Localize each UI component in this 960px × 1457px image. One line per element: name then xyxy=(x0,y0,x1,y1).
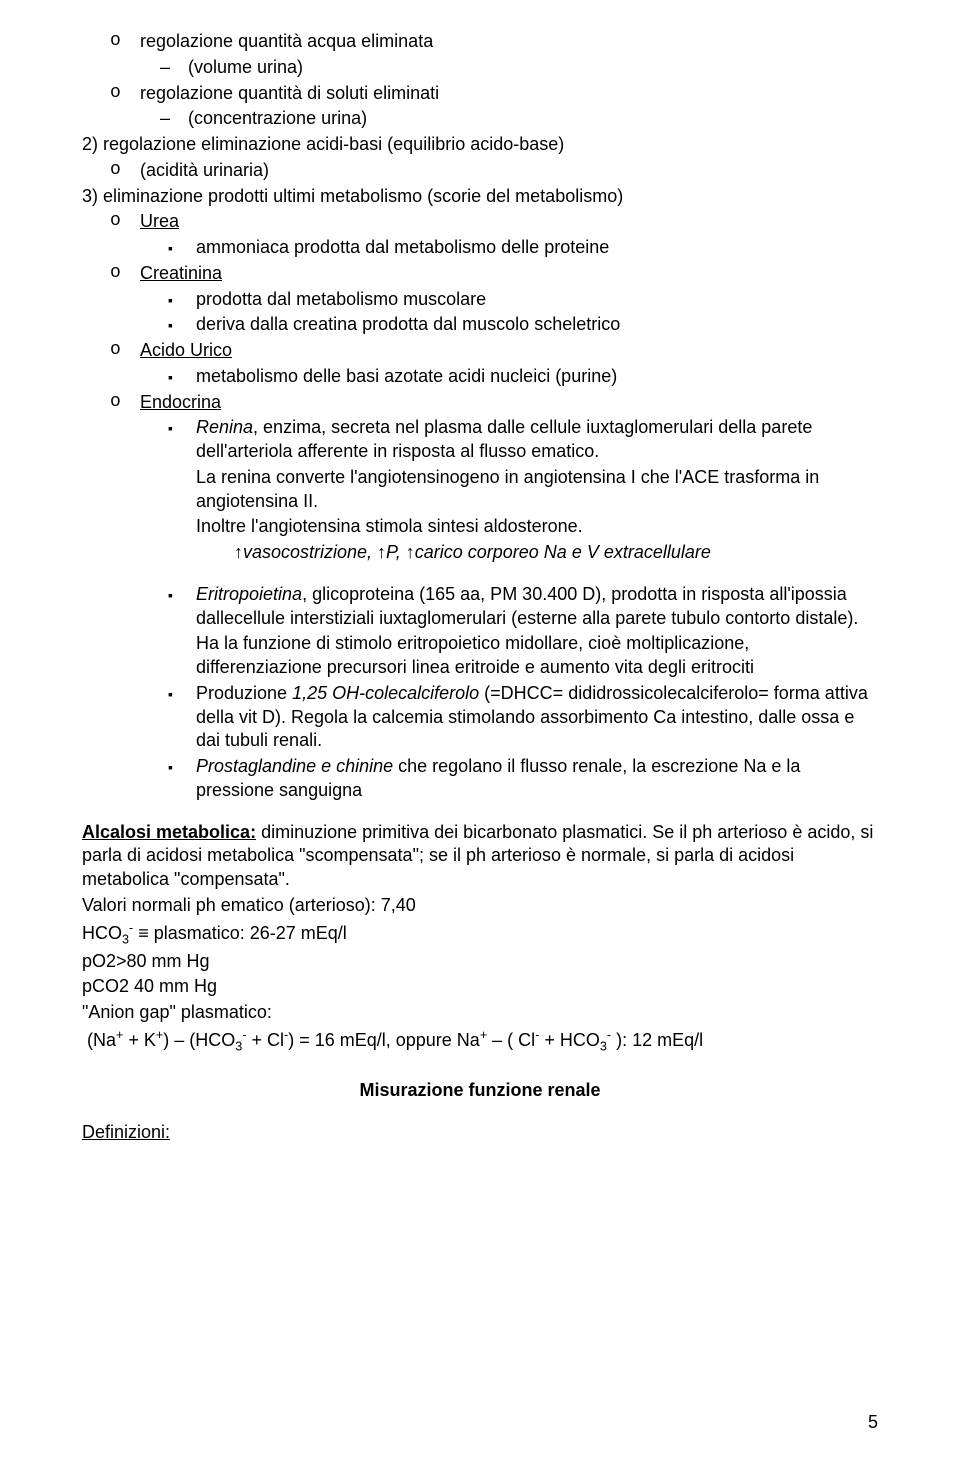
list-item-urea: Urea ammoniaca prodotta dal metabolismo … xyxy=(140,210,878,260)
acido-label: Acido Urico xyxy=(140,340,232,360)
square-list: metabolismo delle basi azotate acidi nuc… xyxy=(140,365,878,389)
o-list: Urea ammoniaca prodotta dal metabolismo … xyxy=(82,210,878,565)
alcalosi-title: Alcalosi metabolica: xyxy=(82,822,256,842)
list-item-endocrina: Endocrina Renina, enzima, secreta nel pl… xyxy=(140,391,878,565)
list-item-acido: Acido Urico metabolismo delle basi azota… xyxy=(140,339,878,389)
square-list: Renina, enzima, secreta nel plasma dalle… xyxy=(140,416,878,565)
text-italic: 1,25 OH-colecalciferolo xyxy=(292,683,479,703)
text: regolazione quantità acqua eliminata xyxy=(140,31,433,51)
list-item-creatinina: Creatinina prodotta dal metabolismo musc… xyxy=(140,262,878,337)
definizioni-label: Definizioni: xyxy=(82,1121,878,1145)
text: Valori normali ph ematico (arterioso): 7… xyxy=(82,894,878,918)
square-list: ammoniaca prodotta dal metabolismo delle… xyxy=(140,236,878,260)
list-item: regolazione quantità di soluti eliminati… xyxy=(140,82,878,132)
hco3-line: HCO3- ≡ plasmatico: 26-27 mEq/l xyxy=(82,920,878,948)
numbered-item-2: 2) regolazione eliminazione acidi-basi (… xyxy=(82,133,878,157)
list-item-eritro: Eritropoietina, glicoproteina (165 aa, P… xyxy=(196,583,878,680)
text-italic: Prostaglandine e chinine xyxy=(196,756,393,776)
text: Produzione xyxy=(196,683,292,703)
list-item: prodotta dal metabolismo muscolare xyxy=(196,288,878,312)
list-item: (concentrazione urina) xyxy=(188,107,878,131)
o-list: (acidità urinaria) xyxy=(82,159,878,183)
list-item: (acidità urinaria) xyxy=(140,159,878,183)
creatinina-label: Creatinina xyxy=(140,263,222,283)
list-item-renina: Renina, enzima, secreta nel plasma dalle… xyxy=(196,416,878,565)
arrow-summary: ↑vasocostrizione, ↑P, ↑carico corporeo N… xyxy=(196,541,878,565)
endocrina-label: Endocrina xyxy=(140,392,221,412)
text: pCO2 40 mm Hg xyxy=(82,975,878,999)
sub-dash-list: (volume urina) xyxy=(140,56,878,80)
renina-name: Renina xyxy=(196,417,253,437)
text: "Anion gap" plasmatico: xyxy=(82,1001,878,1025)
text: La renina converte l'angiotensinogeno in… xyxy=(196,466,878,514)
numbered-item-3: 3) eliminazione prodotti ultimi metaboli… xyxy=(82,185,878,209)
section-heading: Misurazione funzione renale xyxy=(82,1079,878,1103)
alcalosi-paragraph: Alcalosi metabolica: diminuzione primiti… xyxy=(82,821,878,892)
list-item: metabolismo delle basi azotate acidi nuc… xyxy=(196,365,878,389)
list-item: regolazione quantità acqua eliminata (vo… xyxy=(140,30,878,80)
text: Inoltre l'angiotensina stimola sintesi a… xyxy=(196,515,878,539)
page-number: 5 xyxy=(868,1411,878,1435)
square-list: prodotta dal metabolismo muscolare deriv… xyxy=(140,288,878,338)
list-item: ammoniaca prodotta dal metabolismo delle… xyxy=(196,236,878,260)
anion-gap-formula: (Na+ + K+) – (HCO3- + Cl-) = 16 mEq/l, o… xyxy=(82,1027,878,1055)
urea-label: Urea xyxy=(140,211,179,231)
list-item-produzione: Produzione 1,25 OH-colecalciferolo (=DHC… xyxy=(196,682,878,753)
document-page: regolazione quantità acqua eliminata (vo… xyxy=(0,0,960,1457)
sub-dash-list: (concentrazione urina) xyxy=(140,107,878,131)
text: regolazione quantità di soluti eliminati xyxy=(140,83,439,103)
top-o-list: regolazione quantità acqua eliminata (vo… xyxy=(82,30,878,131)
list-item-prosta: Prostaglandine e chinine che regolano il… xyxy=(196,755,878,803)
eritro-name: Eritropoietina xyxy=(196,584,302,604)
text: , enzima, secreta nel plasma dalle cellu… xyxy=(196,417,812,461)
list-item: deriva dalla creatina prodotta dal musco… xyxy=(196,313,878,337)
text: pO2>80 mm Hg xyxy=(82,950,878,974)
square-list-mid: Eritropoietina, glicoproteina (165 aa, P… xyxy=(82,583,878,803)
text: Ha la funzione di stimolo eritropoietico… xyxy=(196,632,878,680)
list-item: (volume urina) xyxy=(188,56,878,80)
